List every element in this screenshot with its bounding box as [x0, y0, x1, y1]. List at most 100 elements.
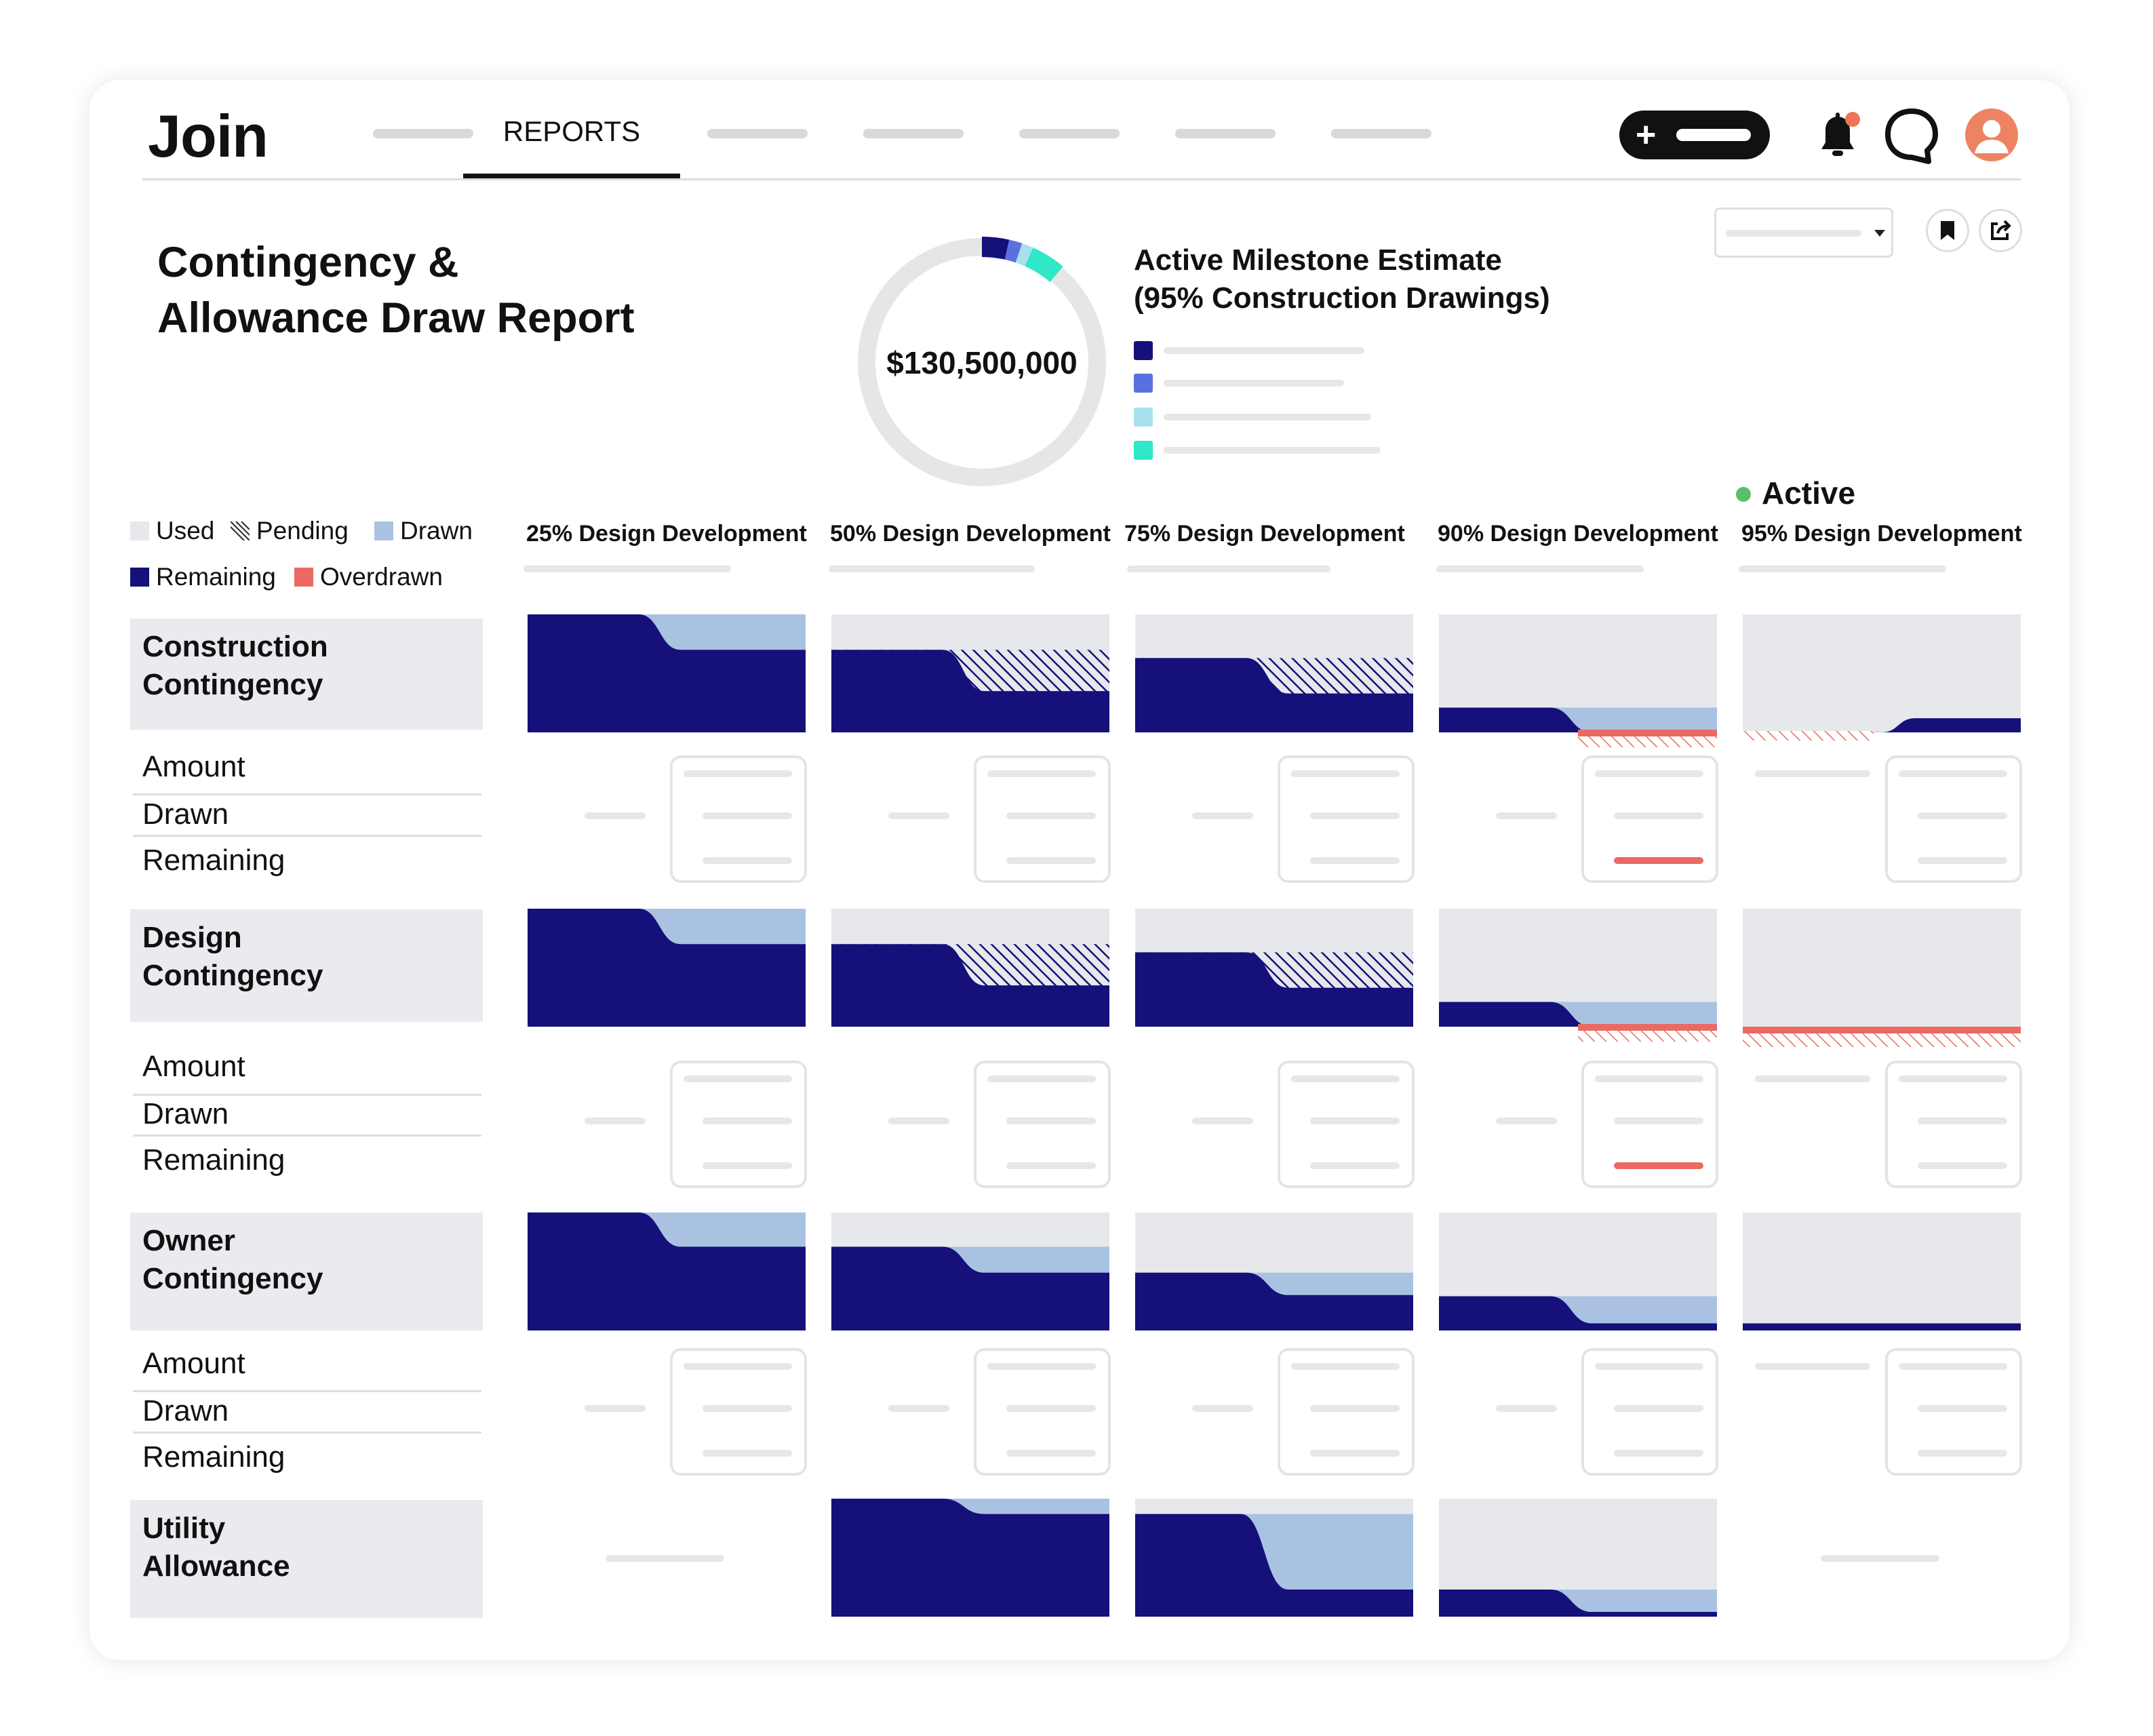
detail-remaining-placeholder	[1006, 857, 1096, 864]
nav-tab-placeholder[interactable]	[373, 129, 473, 138]
detail-amount-placeholder	[987, 770, 1096, 777]
nav-tab-placeholder[interactable]	[1019, 129, 1120, 138]
detail-amount-placeholder	[1291, 1363, 1400, 1370]
donut-legend-swatch	[1134, 441, 1153, 460]
draw-chart-cell[interactable]	[1439, 1499, 1717, 1617]
sub-divider	[133, 793, 481, 795]
draw-chart-cell[interactable]	[1743, 1212, 2021, 1330]
used-area	[1743, 614, 2021, 732]
draw-chart-cell[interactable]	[831, 1499, 1109, 1617]
detail-drawn-placeholder	[703, 1405, 792, 1412]
legend-overdrawn-swatch	[294, 568, 313, 587]
draw-chart-cell[interactable]	[606, 1555, 724, 1562]
detail-placeholder	[1496, 812, 1557, 819]
overdrawn-bar	[1578, 1024, 1717, 1031]
empty-cell-placeholder	[606, 1555, 724, 1562]
detail-placeholder	[585, 1405, 646, 1412]
detail-amount-placeholder	[684, 1363, 792, 1370]
remaining-area	[1743, 718, 2021, 732]
draw-chart-cell[interactable]	[1439, 909, 1717, 1042]
draw-chart-cell[interactable]	[528, 614, 806, 732]
nav-tab-placeholder[interactable]	[1175, 129, 1276, 138]
remaining-area	[1135, 1272, 1413, 1330]
row-header-owner-contingency[interactable]: Owner Contingency	[130, 1212, 483, 1330]
detail-drawn-placeholder	[1006, 812, 1096, 819]
overdrawn-hatch	[1578, 736, 1717, 747]
detail-values-cell	[1192, 1348, 1415, 1476]
detail-drawn-placeholder	[1006, 1405, 1096, 1412]
donut-slice-1	[1004, 239, 1023, 263]
milestone-header: 90% Design Development	[1438, 521, 1718, 547]
row-header-utility-allowance[interactable]: Utility Allowance	[130, 1500, 483, 1618]
page-title-line-2: Allowance Draw Report	[157, 294, 635, 342]
share-button[interactable]	[1979, 209, 2022, 252]
active-status-dot	[1736, 487, 1751, 502]
user-avatar-icon[interactable]	[1965, 108, 2018, 161]
tab-reports[interactable]: REPORTS	[502, 115, 641, 147]
draw-chart-cell[interactable]	[831, 1212, 1109, 1330]
draw-chart-cell[interactable]	[1743, 909, 2021, 1047]
remaining-area	[1743, 1323, 2021, 1330]
detail-placeholder	[1496, 1405, 1557, 1412]
legend-overdrawn: Overdrawn	[294, 563, 443, 591]
active-status-label: Active	[1762, 475, 1856, 511]
draw-chart-cell[interactable]	[831, 909, 1109, 1027]
draw-chart-cell[interactable]	[831, 614, 1109, 732]
detail-drawn-placeholder	[703, 1118, 792, 1124]
milestone-header: 50% Design Development	[830, 521, 1111, 547]
draw-chart-cell[interactable]	[1821, 1555, 1939, 1562]
add-new-button[interactable]: +	[1619, 111, 1770, 159]
nav-tab-placeholder[interactable]	[863, 129, 964, 138]
detail-remaining-placeholder	[1310, 857, 1400, 864]
detail-values-cell	[888, 1348, 1111, 1476]
detail-values-cell	[585, 1061, 807, 1188]
draw-chart-cell[interactable]	[528, 1212, 806, 1330]
detail-remaining-placeholder	[1614, 857, 1703, 864]
notification-dot	[1845, 112, 1860, 127]
detail-values-cell	[1496, 1061, 1718, 1188]
detail-placeholder	[585, 1118, 646, 1124]
remaining-area	[1439, 1589, 1717, 1617]
bookmark-button[interactable]	[1926, 209, 1969, 252]
draw-chart-cell[interactable]	[1135, 909, 1413, 1027]
detail-values-cell	[1496, 1348, 1718, 1476]
row-header-line-1: Construction	[142, 630, 328, 663]
app-logo[interactable]: Join	[148, 102, 269, 170]
milestone-title-line-2: (95% Construction Drawings)	[1134, 281, 1550, 315]
donut-total-value: $130,500,000	[886, 345, 1078, 380]
detail-values-cell	[1755, 755, 2022, 883]
draw-chart-cell[interactable]	[1439, 1212, 1717, 1330]
legend-used: Used	[130, 517, 214, 545]
remaining-area	[831, 1246, 1109, 1330]
row-header-design-contingency[interactable]: Design Contingency	[130, 909, 483, 1022]
detail-drawn-placeholder	[1614, 1118, 1703, 1124]
notification-bell-icon[interactable]	[1809, 107, 1866, 164]
chat-bubble-icon[interactable]	[1881, 104, 1942, 165]
milestone-header-placeholder	[829, 566, 1035, 572]
nav-tab-placeholder[interactable]	[1331, 129, 1431, 138]
row-header-line-1: Utility	[142, 1512, 226, 1545]
draw-chart-cell[interactable]	[528, 909, 806, 1027]
detail-remaining-placeholder	[1918, 1450, 2007, 1457]
row-header-line-2: Contingency	[142, 668, 323, 701]
sub-divider	[133, 1432, 481, 1434]
detail-remaining-placeholder	[1006, 1450, 1096, 1457]
row-header-construction-contingency[interactable]: Construction Contingency	[130, 618, 483, 730]
remaining-area	[1135, 1514, 1413, 1617]
milestone-select[interactable]	[1714, 208, 1893, 258]
detail-remaining-placeholder	[1310, 1450, 1400, 1457]
detail-placeholder	[585, 812, 646, 819]
nav-tab-placeholder[interactable]	[707, 129, 808, 138]
legend-drawn: Drawn	[374, 517, 473, 545]
draw-chart-cell[interactable]	[1439, 614, 1717, 747]
select-value-placeholder	[1726, 230, 1861, 237]
draw-chart-cell[interactable]	[1743, 614, 2021, 741]
legend-pending-label: Pending	[256, 517, 349, 545]
remaining-area	[528, 614, 806, 732]
draw-chart-cell[interactable]	[1135, 1499, 1413, 1617]
draw-chart-cell[interactable]	[1135, 614, 1413, 732]
milestone-title-line-1: Active Milestone Estimate	[1134, 243, 1502, 277]
detail-values-cell	[585, 1348, 807, 1476]
draw-chart-cell[interactable]	[1135, 1212, 1413, 1330]
